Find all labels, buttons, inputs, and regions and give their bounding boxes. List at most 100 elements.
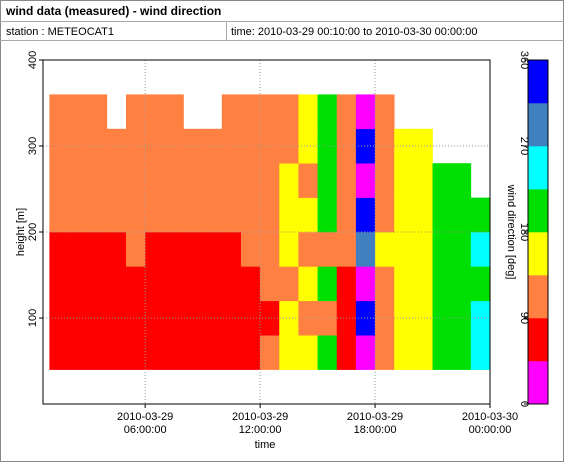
cell [106, 128, 127, 164]
cell [317, 266, 338, 302]
cell [202, 197, 223, 233]
cell [317, 163, 338, 198]
cell [49, 128, 69, 164]
cell [432, 266, 452, 302]
cell [240, 197, 261, 233]
cell [49, 197, 69, 233]
cell [413, 128, 433, 164]
cell [87, 232, 108, 267]
cell [298, 94, 318, 130]
cell [240, 335, 261, 370]
cell [87, 266, 108, 302]
cell [260, 128, 280, 164]
cell [375, 197, 395, 233]
cell [355, 128, 376, 164]
cell [336, 94, 357, 130]
cell [355, 232, 376, 267]
cell [451, 335, 472, 370]
cell [49, 335, 69, 370]
cell [355, 266, 376, 302]
colorbar-label: wind direction [deg] [505, 184, 517, 280]
y-tick-label: 200 [27, 223, 39, 241]
cell [145, 335, 165, 370]
y-tick-label: 400 [27, 51, 39, 69]
cell [413, 335, 433, 370]
cell [240, 163, 261, 198]
cell [413, 232, 433, 267]
cell [221, 335, 242, 370]
cell [470, 300, 491, 336]
cell [68, 163, 88, 198]
y-tick-label: 100 [27, 309, 39, 327]
cell [221, 266, 242, 302]
colorbar-tick-label: 270 [518, 137, 530, 155]
cell [260, 163, 280, 198]
cell [126, 163, 146, 198]
colorbar-segment [528, 361, 548, 405]
cell [68, 197, 88, 233]
colorbar-segment [528, 189, 548, 233]
colorbar-segment [528, 275, 548, 319]
cell [260, 335, 280, 370]
cell [126, 94, 146, 130]
cell [68, 335, 88, 370]
cell [68, 128, 88, 164]
cell [279, 94, 299, 130]
cell [221, 232, 242, 267]
cell [202, 163, 223, 198]
cell [164, 335, 184, 370]
cell [375, 128, 395, 164]
station: station : METEOCAT1 [6, 26, 114, 38]
cell [336, 232, 357, 267]
cell [49, 163, 69, 198]
cell [87, 335, 108, 370]
cell [164, 163, 184, 198]
cell [298, 266, 318, 302]
cell [432, 335, 452, 370]
cell [336, 266, 357, 302]
cell [375, 335, 395, 370]
cell [164, 300, 184, 336]
cell [106, 163, 127, 198]
cell [451, 163, 472, 198]
cell [164, 128, 184, 164]
cell [68, 300, 88, 336]
cell [126, 197, 146, 233]
cell [106, 300, 127, 336]
cell [202, 232, 223, 267]
cell [375, 163, 395, 198]
cell [164, 232, 184, 267]
cell [394, 232, 414, 267]
colorbar-tick-label: 180 [518, 223, 530, 241]
cell [451, 266, 472, 302]
cell [202, 266, 223, 302]
cell [87, 163, 108, 198]
cell [336, 197, 357, 233]
cell [240, 94, 261, 130]
cell [375, 300, 395, 336]
colorbar-tick-label: 90 [518, 312, 530, 324]
cell [413, 300, 433, 336]
colorbar-segment [528, 318, 548, 362]
y-tick-label: 300 [27, 137, 39, 155]
cell [49, 300, 69, 336]
cell [240, 232, 261, 267]
cell [126, 300, 146, 336]
cell [202, 128, 223, 164]
cell [336, 335, 357, 370]
cell [221, 128, 242, 164]
cell [451, 300, 472, 336]
cell [279, 335, 299, 370]
cell [355, 335, 376, 370]
cell [183, 197, 203, 233]
cell [375, 266, 395, 302]
cell [413, 197, 433, 233]
x-tick-label: 2010-03-29 12:00:00 [232, 411, 288, 436]
cell [355, 163, 376, 198]
cell [394, 335, 414, 370]
cell [432, 163, 452, 198]
cell [202, 335, 223, 370]
cell [202, 300, 223, 336]
cell [106, 266, 127, 302]
